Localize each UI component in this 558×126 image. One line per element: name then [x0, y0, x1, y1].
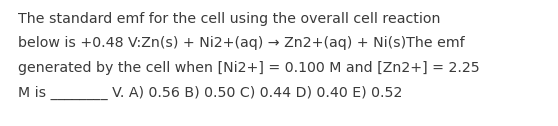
Text: below is +0.48 V:Zn(s) + Ni2+(aq) → Zn2+(aq) + Ni(s)The emf: below is +0.48 V:Zn(s) + Ni2+(aq) → Zn2+… [18, 37, 465, 51]
Text: M is ________ V. A) 0.56 B) 0.50 C) 0.44 D) 0.40 E) 0.52: M is ________ V. A) 0.56 B) 0.50 C) 0.44… [18, 86, 402, 100]
Text: The standard emf for the cell using the overall cell reaction: The standard emf for the cell using the … [18, 12, 440, 26]
Text: generated by the cell when [Ni2+] = 0.100 M and [Zn2+] = 2.25: generated by the cell when [Ni2+] = 0.10… [18, 61, 480, 75]
